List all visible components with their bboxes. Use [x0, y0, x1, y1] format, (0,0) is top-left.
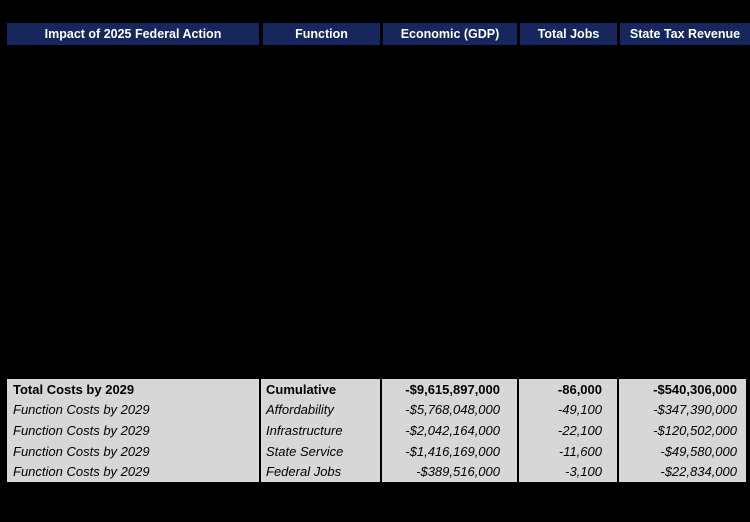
cell-economic-gdp: -$1,416,169,000	[380, 440, 517, 462]
table-row-total-costs: Total Costs by 2029 Cumulative -$9,615,8…	[7, 379, 746, 400]
cell-state-tax-revenue: -$22,834,000	[617, 461, 746, 482]
column-header-impact: Impact of 2025 Federal Action	[7, 23, 259, 45]
cell-function: State Service	[259, 440, 380, 462]
column-header-economic-gdp: Economic (GDP)	[383, 23, 517, 45]
column-header-function: Function	[263, 23, 380, 45]
cell-function: Cumulative	[259, 379, 380, 400]
table-row-infrastructure: Function Costs by 2029 Infrastructure -$…	[7, 420, 746, 441]
cell-impact: Total Costs by 2029	[13, 381, 135, 397]
cost-summary-table: Total Costs by 2029 Cumulative -$9,615,8…	[5, 377, 748, 484]
cell-economic-gdp: -$5,768,048,000	[380, 399, 517, 421]
cell-function: Affordability	[259, 399, 380, 421]
cell-total-jobs: -86,000	[517, 379, 617, 400]
cell-economic-gdp: -$2,042,164,000	[380, 420, 517, 441]
cell-total-jobs: -11,600	[517, 440, 617, 462]
cell-impact: Function Costs by 2029	[13, 464, 150, 480]
column-header-total-jobs: Total Jobs	[520, 23, 617, 45]
table-header-row: Impact of 2025 Federal Action Function E…	[0, 23, 750, 45]
cell-impact: Function Costs by 2029	[13, 422, 150, 438]
cell-function: Infrastructure	[259, 420, 380, 441]
cell-state-tax-revenue: -$120,502,000	[617, 420, 746, 441]
table-row-affordability: Function Costs by 2029 Affordability -$5…	[7, 399, 746, 421]
cell-impact: Function Costs by 2029	[13, 443, 150, 459]
cell-state-tax-revenue: -$540,306,000	[617, 379, 746, 400]
cell-impact: Function Costs by 2029	[13, 402, 150, 418]
cell-total-jobs: -3,100	[517, 461, 617, 482]
cell-total-jobs: -22,100	[517, 420, 617, 441]
cell-total-jobs: -49,100	[517, 399, 617, 421]
cell-function: Federal Jobs	[259, 461, 380, 482]
cell-state-tax-revenue: -$347,390,000	[617, 399, 746, 421]
cell-economic-gdp: -$389,516,000	[380, 461, 517, 482]
table-row-state-service: Function Costs by 2029 State Service -$1…	[7, 440, 746, 462]
cell-economic-gdp: -$9,615,897,000	[380, 379, 517, 400]
cell-state-tax-revenue: -$49,580,000	[617, 440, 746, 462]
column-header-state-tax-revenue: State Tax Revenue	[620, 23, 750, 45]
table-row-federal-jobs: Function Costs by 2029 Federal Jobs -$38…	[7, 461, 746, 482]
